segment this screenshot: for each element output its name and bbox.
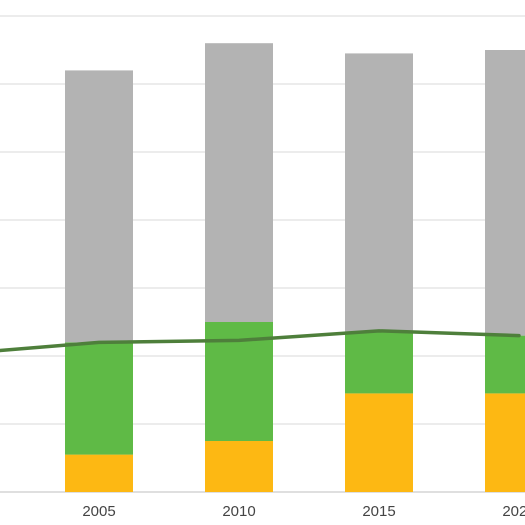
bar-segment-3-2005 [65, 70, 133, 343]
x-tick-label-2020: 2020 [502, 503, 525, 520]
bars [65, 43, 525, 492]
bar-segment-3-2010 [205, 43, 273, 322]
bar-segment-1-2020 [485, 393, 525, 492]
bar-segment-1-2015 [345, 393, 413, 492]
x-tick-label-2005: 2005 [82, 503, 115, 520]
bar-segment-1-2010 [205, 441, 273, 492]
bar-segment-2-2020 [485, 335, 525, 394]
bar-segment-2-2005 [65, 342, 133, 455]
trend-line [0, 329, 521, 353]
bar-segment-3-2015 [345, 53, 413, 333]
bar-segment-1-2005 [65, 454, 133, 492]
x-tick-label-2010: 2010 [222, 503, 255, 520]
bar-segment-2-2015 [345, 332, 413, 394]
x-tick-label-2015: 2015 [362, 503, 395, 520]
bar-segment-3-2020 [485, 50, 525, 336]
x-axis: 2005 2010 2015 2020 [82, 503, 525, 520]
trend-line-layer [0, 329, 521, 353]
